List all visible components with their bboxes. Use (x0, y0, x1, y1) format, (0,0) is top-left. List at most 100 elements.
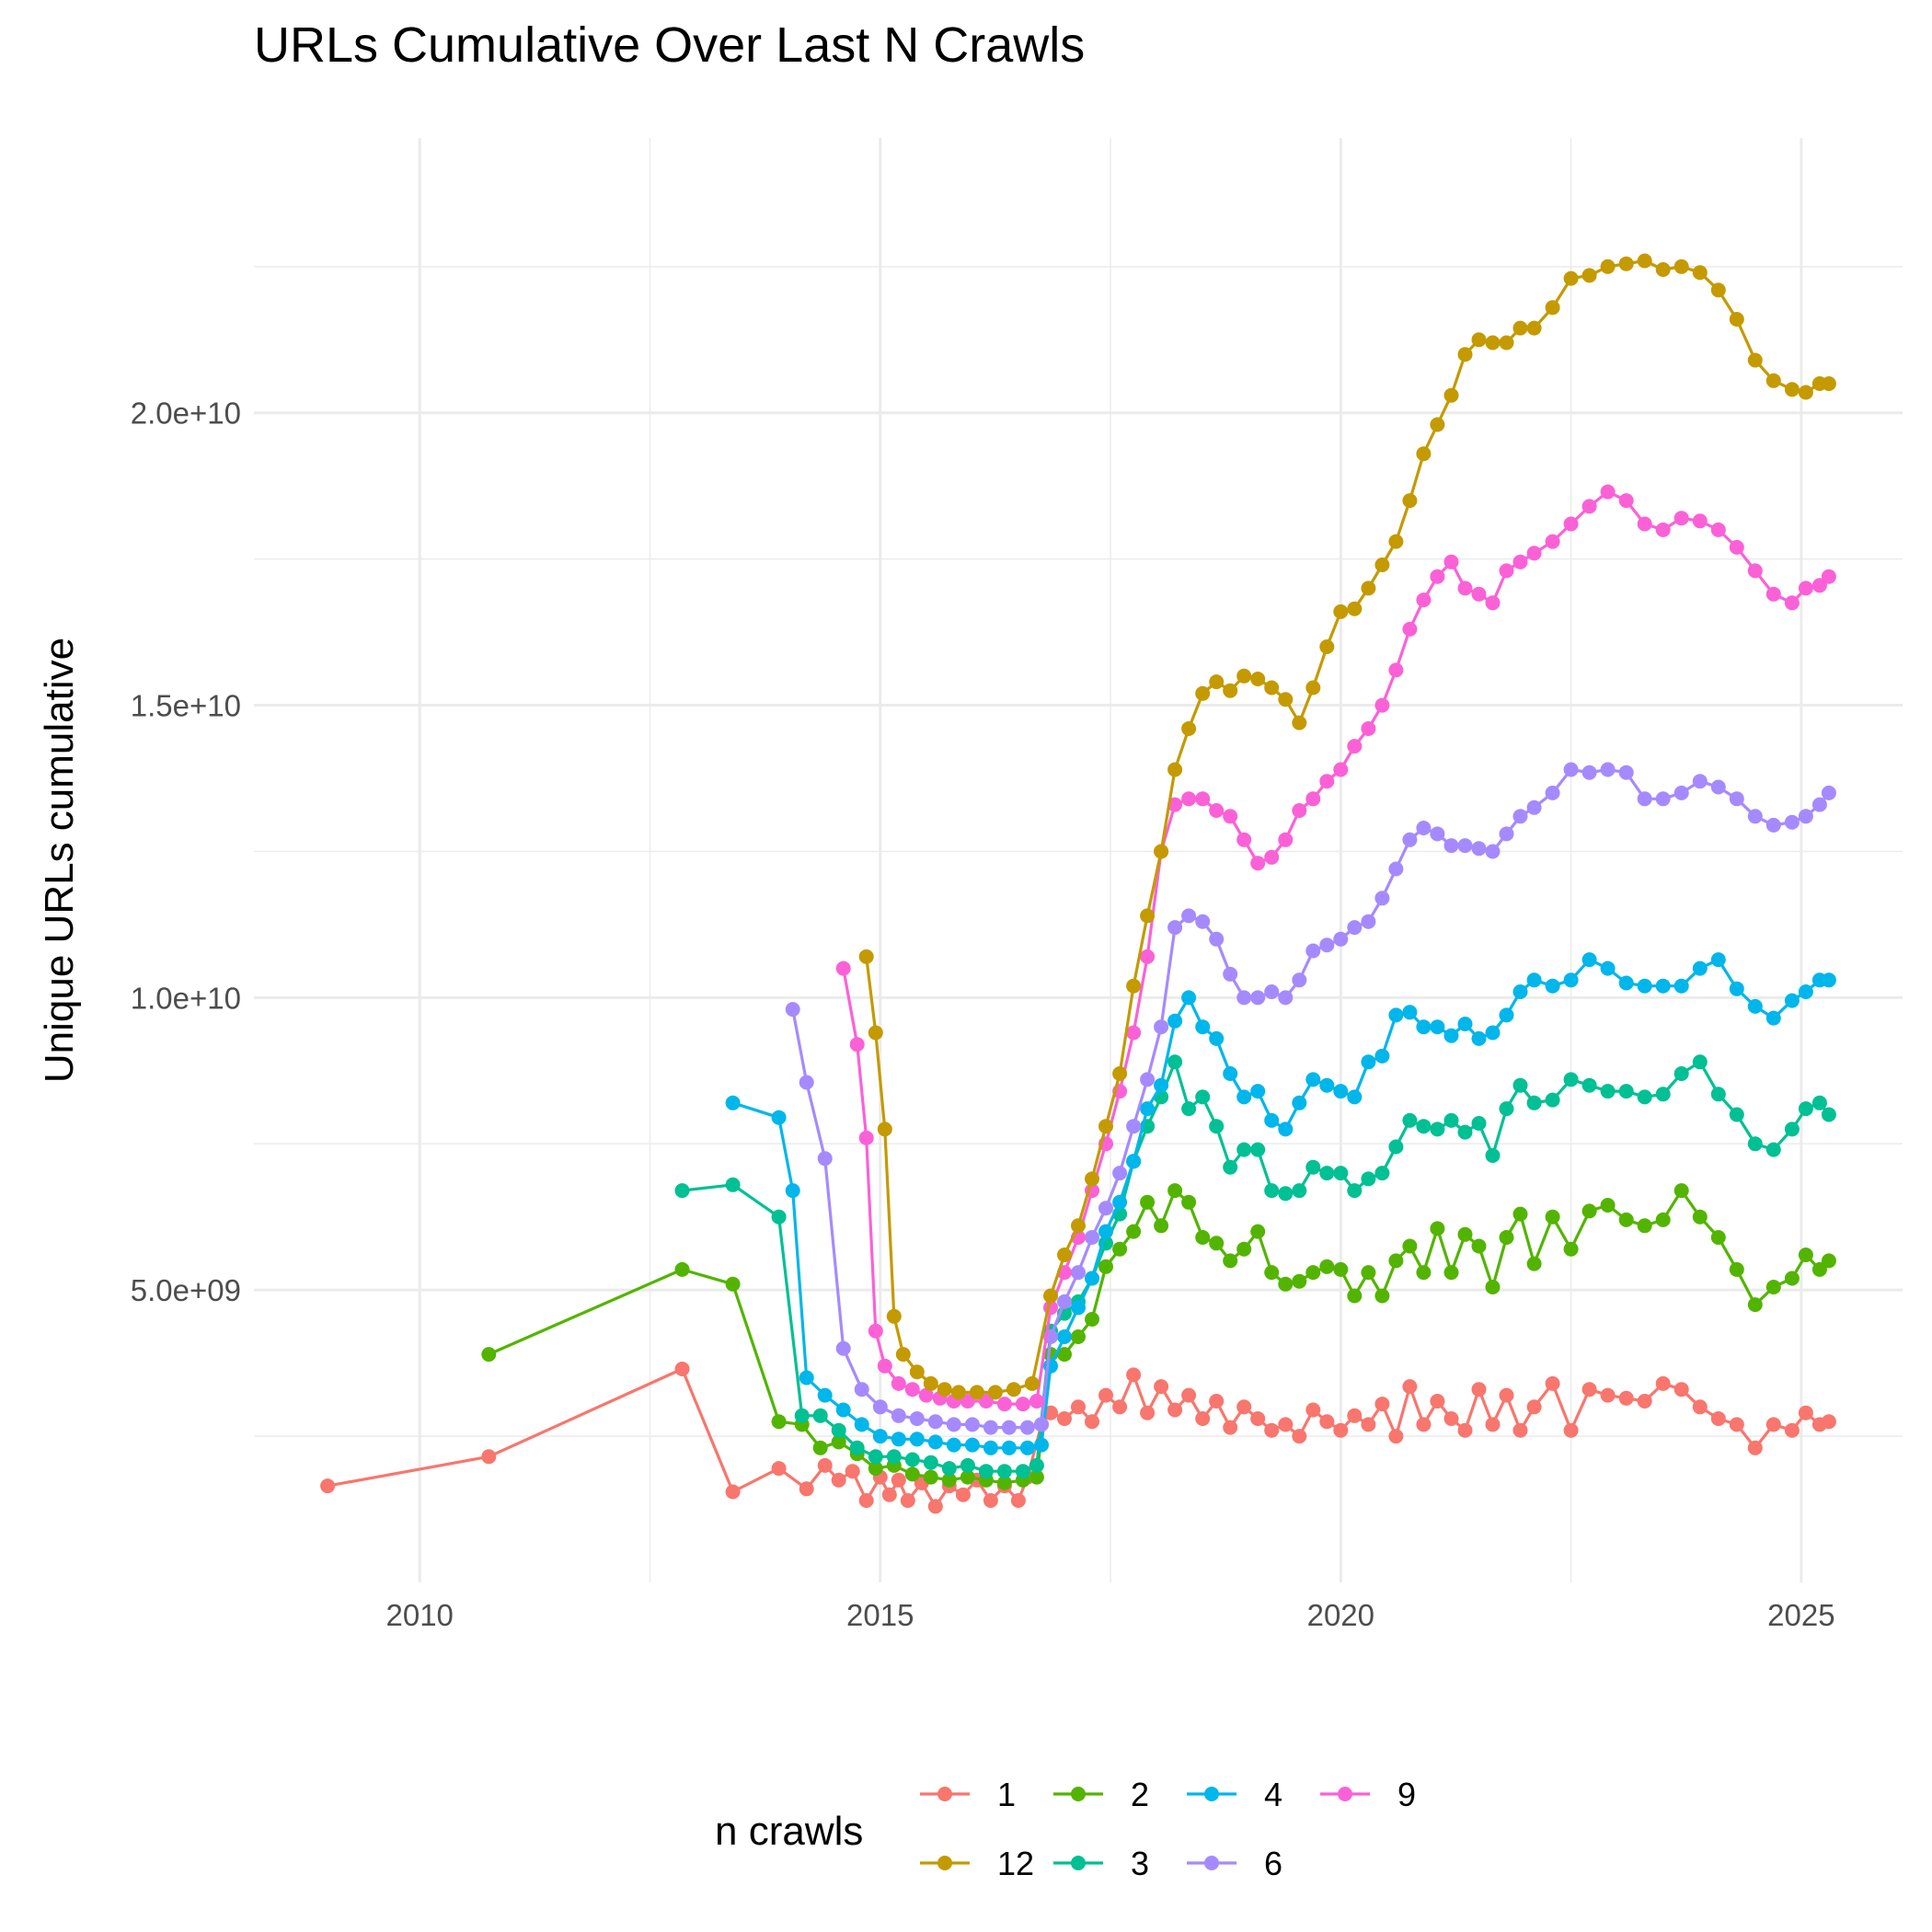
series-6 (785, 762, 1836, 1435)
data-point (1637, 1218, 1652, 1234)
data-point (1729, 539, 1744, 555)
data-point (1637, 1089, 1652, 1105)
data-point (1236, 990, 1252, 1006)
data-point (1347, 1288, 1363, 1304)
data-point (1223, 809, 1238, 824)
data-point (1821, 1107, 1836, 1122)
data-point (1292, 1183, 1307, 1199)
data-point (1071, 1399, 1086, 1415)
data-point (1563, 270, 1579, 286)
data-point (1747, 809, 1763, 824)
data-point (849, 1440, 865, 1455)
data-point (1526, 972, 1542, 988)
data-point (886, 1449, 902, 1465)
data-point (886, 1308, 902, 1324)
data-point (1388, 1429, 1404, 1444)
data-point (1618, 765, 1634, 780)
data-point (1223, 1253, 1238, 1269)
data-point (1347, 1183, 1363, 1199)
data-point (1001, 1440, 1017, 1455)
data-point (923, 1469, 938, 1485)
data-point (845, 1464, 860, 1479)
data-point (1181, 1194, 1197, 1210)
data-point (1673, 1382, 1689, 1397)
legend-label: 12 (997, 1845, 1034, 1882)
data-point (1637, 253, 1652, 269)
data-point (1305, 1402, 1321, 1418)
data-point (1181, 1387, 1197, 1403)
data-point (904, 1452, 920, 1467)
data-point (1765, 1280, 1781, 1294)
data-point (1512, 1206, 1528, 1222)
data-point (1112, 1399, 1128, 1415)
data-point (817, 1387, 833, 1403)
data-point (1499, 826, 1514, 842)
data-point (1457, 1017, 1473, 1031)
data-point (941, 1472, 957, 1488)
data-point (1710, 522, 1726, 537)
x-tick-label: 2025 (1767, 1598, 1834, 1632)
data-point (1209, 674, 1225, 690)
data-point (1319, 639, 1335, 654)
data-point (1655, 1212, 1671, 1227)
data-point (1181, 990, 1197, 1006)
data-point (1278, 692, 1294, 707)
data-point (1784, 1422, 1800, 1438)
data-point (1333, 931, 1349, 947)
data-point (1057, 1329, 1072, 1344)
data-point (1006, 1382, 1021, 1397)
data-point (849, 1037, 865, 1052)
data-point (1085, 1312, 1099, 1327)
data-point (1526, 1095, 1542, 1110)
data-point (1729, 312, 1744, 327)
data-point (1209, 1030, 1225, 1046)
data-point (1784, 814, 1800, 830)
data-point (1710, 1230, 1726, 1245)
data-point (1526, 799, 1542, 815)
data-point (877, 1358, 892, 1374)
data-point (1600, 1198, 1616, 1213)
data-point (1581, 268, 1597, 283)
data-point (868, 1461, 883, 1477)
data-point (1292, 1095, 1307, 1110)
data-point (1024, 1375, 1040, 1391)
data-point (1250, 1084, 1266, 1099)
data-point (978, 1464, 994, 1479)
data-point (1545, 978, 1560, 994)
legend-item-6: 6 (1187, 1845, 1282, 1882)
data-point (891, 1375, 906, 1391)
data-point (1526, 320, 1542, 336)
data-point (1278, 1417, 1294, 1432)
data-point (1167, 1013, 1183, 1029)
data-point (1443, 1411, 1459, 1426)
data-point (1085, 1230, 1099, 1245)
data-point (1765, 1010, 1781, 1026)
data-point (1319, 1414, 1335, 1430)
data-point (1443, 1028, 1459, 1043)
data-point (812, 1408, 828, 1423)
legend-item-1: 1 (920, 1776, 1016, 1813)
data-point (1443, 554, 1459, 569)
series-9 (835, 484, 1836, 1412)
data-point (918, 1387, 934, 1403)
data-point (1471, 332, 1487, 348)
data-point (996, 1464, 1012, 1479)
data-point (1765, 1417, 1781, 1432)
data-point (1292, 803, 1307, 818)
series-4 (725, 952, 1836, 1455)
data-point (1402, 1112, 1418, 1128)
data-point (1581, 952, 1597, 968)
data-point (1236, 1089, 1252, 1105)
data-point (1319, 1259, 1335, 1274)
data-point (1319, 1166, 1335, 1181)
data-point (1747, 1297, 1763, 1313)
data-point (1581, 499, 1597, 514)
data-point (725, 1484, 741, 1500)
data-point (1001, 1420, 1017, 1435)
data-point (1195, 791, 1211, 807)
data-point (1747, 1136, 1763, 1152)
data-point (1043, 1288, 1058, 1304)
data-point (1236, 832, 1252, 847)
data-point (1333, 762, 1349, 777)
data-point (1655, 522, 1671, 537)
